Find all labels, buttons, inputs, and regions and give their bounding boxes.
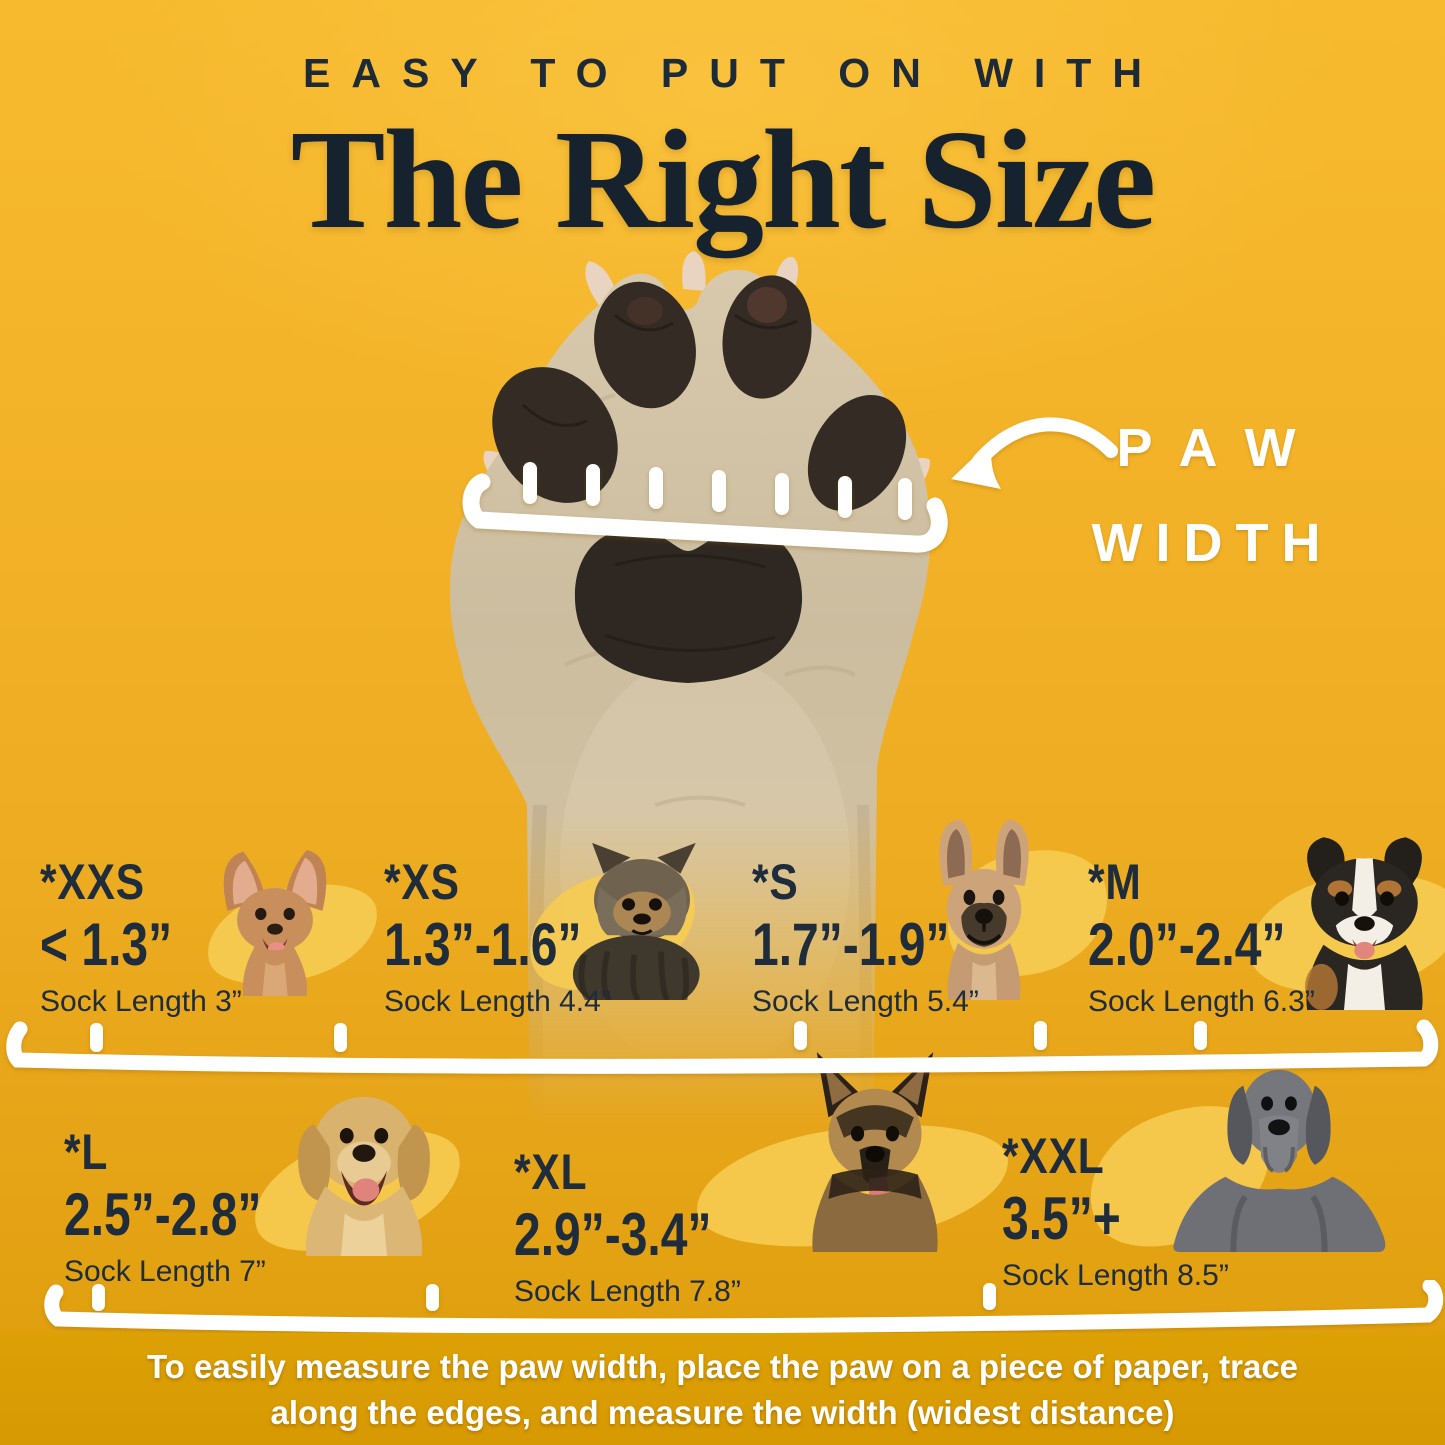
hand-drawn-ruler-icon [462,462,948,553]
paw-width-range: 2.9”-3.4” [514,1201,712,1268]
dog-photo-great-dane [1173,1069,1386,1252]
paw-width-range: 2.5”-2.8” [64,1181,262,1248]
paw-width-range: 1.7”-1.9” [752,911,950,978]
footer-note: To easily measure the paw width, place t… [0,1344,1445,1436]
size-card-xl: *XL 2.9”-3.4” Sock Length 7.8” [514,1146,761,1309]
divider-ruler-bottom [44,1280,1444,1334]
size-card-xxs: *XXS < 1.3” Sock Length 3” [40,856,242,1019]
sock-length: Sock Length 7” [64,1255,266,1288]
dog-photo-chihuahua [223,850,327,996]
size-card-xxl: *XXL 3.5”+ Sock Length 8.5” [1002,1130,1229,1293]
footer-note-line2: along the edges, and measure the width (… [270,1394,1175,1431]
dog-photo-golden-retriever [298,1096,430,1256]
size-label: *XS [384,854,460,910]
sock-length: Sock Length 8.5” [1002,1259,1229,1292]
sock-length: Sock Length 5.4” [752,985,979,1018]
header-eyebrow: EASY TO PUT ON WITH [303,50,1163,96]
paw-width-range: < 1.3” [40,911,173,978]
paw-width-label: PAW WIDTH [1072,401,1340,591]
size-label: *XL [514,1144,588,1200]
dog-photo-australian-shepherd [1305,837,1423,1010]
paw-width-range: 1.3”-1.6” [384,911,582,978]
footer-band [0,1333,1445,1445]
dog-photo-yorkshire-terrier-puppy [572,842,700,1000]
paw-width-label-line2: WIDTH [1091,513,1334,573]
size-label: *XXS [40,854,145,910]
curved-arrow-icon [951,417,1118,489]
size-label: *S [752,854,799,910]
paw-width-range: 3.5”+ [1002,1185,1121,1252]
size-label: *XXL [1002,1128,1105,1184]
sock-length: Sock Length 7.8” [514,1275,741,1308]
divider-ruler-top [6,1019,1439,1074]
dog-photo-german-shepherd [812,1052,938,1252]
size-card-l: *L 2.5”-2.8” Sock Length 7” [64,1126,311,1289]
dog-photo-french-bulldog [939,819,1029,1000]
size-card-s: *S 1.7”-1.9” Sock Length 5.4” [752,856,999,1019]
size-label: *M [1088,854,1142,910]
size-label: *L [64,1124,109,1180]
size-card-xs: *XS 1.3”-1.6” Sock Length 4.4” [384,856,631,1019]
sock-length: Sock Length 3” [40,985,242,1018]
sock-length: Sock Length 4.4” [384,985,611,1018]
paw-width-label-line1: PAW [1116,418,1326,478]
footer-note-line1: To easily measure the paw width, place t… [146,1348,1299,1385]
size-card-m: *M 2.0”-2.4” Sock Length 6.3” [1088,856,1335,1019]
page-title: The Right Size [290,100,1156,258]
sock-length: Sock Length 6.3” [1088,985,1315,1018]
paw-width-range: 2.0”-2.4” [1088,911,1286,978]
